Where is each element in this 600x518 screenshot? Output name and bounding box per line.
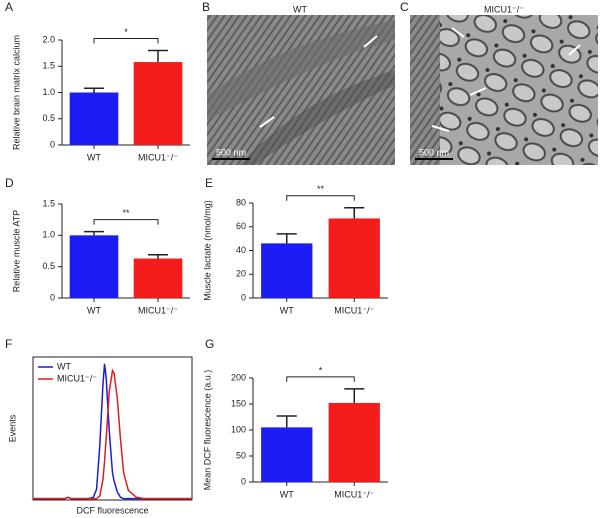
y-tick-label: 1.5 — [42, 61, 55, 71]
significance-bracket — [93, 219, 159, 225]
panel-letter: G — [205, 337, 214, 351]
panel-letter: A — [5, 0, 13, 14]
bar — [69, 235, 119, 298]
plot-frame — [32, 356, 193, 501]
y-tick-label: 1.5 — [42, 198, 55, 208]
y-tick-label: 1.0 — [42, 230, 55, 240]
panel-letter: B — [202, 0, 210, 14]
x-tick-label: MICU1⁻/⁻ — [334, 489, 374, 499]
y-tick-label: 80 — [236, 197, 246, 207]
significance-label: ** — [122, 208, 130, 218]
image-title: WT — [293, 4, 307, 14]
significance-label: * — [319, 365, 323, 375]
series-line — [33, 363, 192, 500]
y-tick-label: 100 — [231, 424, 246, 434]
bar — [261, 243, 313, 298]
panel-letter: E — [205, 176, 213, 190]
series-line — [33, 368, 192, 500]
y-tick-label: 200 — [231, 372, 246, 382]
significance-label: * — [124, 27, 128, 37]
y-tick-label: 0.5 — [42, 261, 55, 271]
y-tick-label: 1.0 — [42, 87, 55, 97]
panel-letter: D — [5, 176, 14, 190]
y-tick-label: 20 — [236, 269, 246, 279]
y-axis-label: Mean DCF fluorescence (a.u.) — [202, 370, 212, 491]
y-tick-label: 0.5 — [42, 113, 55, 123]
significance-label: ** — [317, 184, 325, 194]
x-tick-label: WT — [87, 152, 101, 162]
x-tick-label: MICU1⁻/⁻ — [138, 152, 178, 162]
x-tick-label: MICU1⁻/⁻ — [138, 305, 178, 315]
panel-letter: C — [400, 0, 409, 14]
bar — [328, 218, 380, 298]
bar — [133, 258, 183, 298]
x-tick-label: WT — [280, 489, 294, 499]
panel-letter: F — [5, 337, 12, 351]
significance-bracket — [93, 38, 159, 44]
x-axis-label: DCF fluorescence — [76, 505, 148, 515]
y-tick-label: 60 — [236, 221, 246, 231]
bar — [133, 62, 183, 145]
bar — [328, 402, 380, 482]
y-axis-label: Muscle lactate (nmol/mg) — [202, 200, 212, 301]
y-tick-label: 0 — [241, 476, 246, 486]
x-tick-label: WT — [280, 305, 294, 315]
y-tick-label: 0 — [241, 292, 246, 302]
bar — [261, 427, 313, 482]
image-title: MICU1⁻/⁻ — [484, 4, 524, 14]
image-c — [410, 15, 598, 165]
y-tick-label: 50 — [236, 450, 246, 460]
y-tick-label: 150 — [231, 398, 246, 408]
scale-bar-label: 500 nm — [419, 147, 449, 157]
legend-label: MICU1⁻/⁻ — [57, 373, 97, 383]
bar — [69, 92, 119, 145]
y-tick-label: 40 — [236, 245, 246, 255]
y-axis-label: Relative muscle ATP — [11, 210, 21, 292]
image-b — [207, 15, 395, 165]
y-tick-label: 0 — [50, 139, 55, 149]
significance-bracket — [286, 376, 355, 382]
y-tick-label: 0 — [50, 292, 55, 302]
y-tick-label: 2.0 — [42, 34, 55, 44]
y-axis-label: Events — [7, 414, 17, 442]
x-tick-label: MICU1⁻/⁻ — [334, 305, 374, 315]
x-tick-label: WT — [87, 305, 101, 315]
scale-bar-label: 500 nm — [216, 147, 246, 157]
significance-bracket — [286, 195, 355, 201]
legend-label: WT — [57, 361, 71, 371]
y-axis-label: Relative brain matrix calcium — [11, 35, 21, 150]
